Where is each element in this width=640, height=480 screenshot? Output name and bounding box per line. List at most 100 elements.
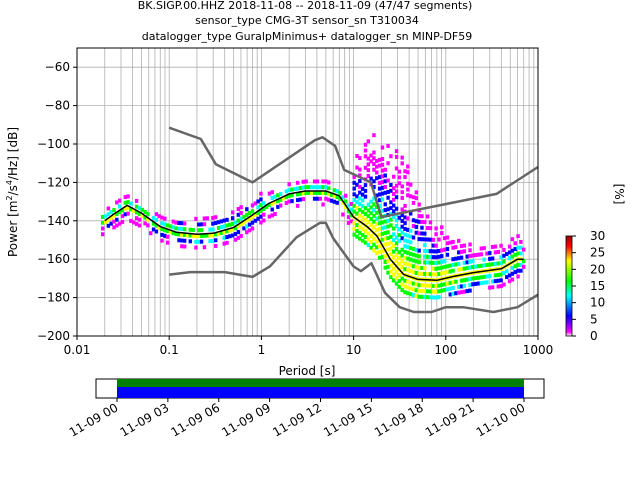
histogram-cell bbox=[301, 191, 306, 196]
histogram-cell bbox=[355, 228, 359, 233]
histogram-cell bbox=[163, 222, 167, 227]
histogram-cell bbox=[400, 230, 404, 235]
histogram-cell bbox=[473, 281, 478, 286]
histogram-cell bbox=[482, 257, 486, 262]
y-tick-label: −120 bbox=[37, 175, 70, 189]
histogram-cell bbox=[245, 224, 249, 229]
histogram-cell bbox=[490, 256, 495, 261]
histogram-cell bbox=[468, 288, 472, 293]
histogram-cell bbox=[496, 284, 500, 289]
coverage-bar-bottom bbox=[117, 387, 524, 398]
histogram-cell bbox=[358, 196, 362, 201]
y-tick-label: −200 bbox=[37, 329, 70, 343]
histogram-cell bbox=[363, 154, 368, 159]
histogram-cell bbox=[290, 187, 294, 192]
histogram-cell bbox=[363, 229, 368, 234]
histogram-cell bbox=[284, 189, 289, 194]
histogram-cell bbox=[352, 175, 356, 180]
histogram-cell bbox=[386, 161, 390, 166]
histogram-cell bbox=[403, 221, 407, 226]
histogram-cell bbox=[516, 262, 520, 267]
histogram-cell bbox=[233, 226, 238, 231]
histogram-cell bbox=[180, 238, 184, 243]
colorbar-gradient bbox=[565, 235, 573, 337]
histogram-cell bbox=[270, 213, 274, 218]
histogram-cell bbox=[259, 203, 263, 208]
histogram-cell bbox=[375, 205, 379, 210]
histogram-cell bbox=[423, 248, 427, 253]
histogram-cell bbox=[372, 248, 376, 253]
histogram-cell bbox=[154, 223, 159, 228]
histogram-cell bbox=[120, 214, 125, 219]
histogram-cell bbox=[180, 232, 184, 237]
histogram-cell bbox=[208, 233, 212, 238]
histogram-cell bbox=[259, 208, 263, 213]
histogram-cell bbox=[372, 156, 376, 161]
histogram-cell bbox=[448, 263, 452, 268]
histogram-cell bbox=[400, 224, 404, 229]
histogram-cell bbox=[496, 278, 500, 283]
histogram-cell bbox=[276, 204, 280, 209]
histogram-cell bbox=[369, 199, 373, 204]
histogram-cell bbox=[259, 220, 263, 225]
histogram-cell bbox=[445, 264, 450, 269]
histogram-cell bbox=[522, 264, 526, 269]
histogram-cell bbox=[355, 182, 359, 187]
histogram-cell bbox=[262, 201, 266, 206]
histogram-cell bbox=[270, 190, 274, 195]
histogram-cell bbox=[315, 196, 320, 201]
histogram-cell bbox=[298, 191, 303, 196]
histogram-cell bbox=[476, 281, 481, 286]
histogram-cell bbox=[394, 235, 399, 240]
figure-title: BK.SIGP.00.HHZ 2018-11-08 -- 2018-11-09 … bbox=[138, 0, 473, 43]
histogram-cell bbox=[115, 200, 119, 205]
histogram-cell bbox=[465, 254, 469, 259]
histogram-cell bbox=[126, 205, 130, 210]
histogram-cell bbox=[332, 194, 337, 199]
histogram-cell bbox=[440, 248, 444, 253]
histogram-cell bbox=[338, 196, 342, 201]
histogram-cell bbox=[355, 234, 359, 239]
histogram-cell bbox=[372, 242, 376, 247]
histogram-cell bbox=[134, 216, 139, 221]
histogram-cell bbox=[352, 221, 356, 226]
histogram-cell bbox=[132, 208, 136, 213]
histogram-cell bbox=[392, 243, 396, 248]
histogram-cell bbox=[146, 211, 150, 216]
histogram-cell bbox=[188, 233, 192, 238]
histogram-cell bbox=[332, 199, 337, 204]
histogram-cell bbox=[242, 220, 246, 225]
histogram-cell bbox=[383, 185, 387, 190]
histogram-cell bbox=[417, 231, 421, 236]
histogram-cell bbox=[403, 226, 407, 231]
histogram-cell bbox=[386, 143, 390, 148]
histogram-cell bbox=[505, 269, 509, 274]
histogram-cell bbox=[392, 232, 396, 237]
histogram-cell bbox=[519, 251, 523, 256]
title-line-2: sensor_type CMG-3T sensor_sn T310034 bbox=[195, 14, 419, 27]
histogram-cell bbox=[445, 252, 450, 257]
histogram-cell bbox=[230, 233, 235, 238]
histogram-cell bbox=[247, 222, 252, 227]
histogram-cell bbox=[465, 260, 469, 265]
histogram-cell bbox=[295, 203, 300, 208]
histogram-cell bbox=[312, 190, 317, 195]
histogram-cell bbox=[230, 210, 235, 215]
histogram-cell bbox=[473, 264, 478, 269]
histogram-cell bbox=[216, 220, 221, 225]
histogram-cell bbox=[383, 225, 387, 230]
histogram-cell bbox=[507, 279, 512, 284]
histogram-cell bbox=[352, 180, 356, 185]
histogram-cell bbox=[389, 188, 393, 193]
histogram-cell bbox=[420, 283, 424, 288]
histogram-cell bbox=[420, 219, 424, 224]
histogram-cell bbox=[182, 221, 187, 226]
histogram-cell bbox=[440, 288, 444, 293]
histogram-cell bbox=[239, 210, 243, 215]
histogram-cell bbox=[454, 245, 458, 250]
x-axis-label: Period [s] bbox=[279, 364, 336, 378]
histogram-cell bbox=[143, 215, 147, 220]
histogram-cell bbox=[414, 271, 419, 276]
histogram-cell bbox=[211, 238, 215, 243]
histogram-cell bbox=[129, 201, 133, 206]
